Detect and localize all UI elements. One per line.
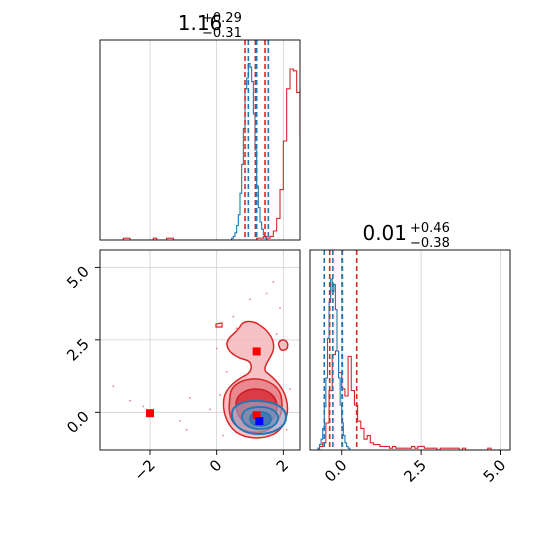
x-ticks: 0.0 2.5 5.0 [321, 450, 509, 486]
y-tick-label: 5.0 [63, 262, 93, 292]
x-tick-label: 5.0 [480, 456, 510, 486]
title-minus: −0.38 [410, 236, 450, 251]
x-tick-label: −2 [130, 456, 158, 484]
sample-point [279, 307, 281, 309]
sample-point [189, 396, 191, 399]
sample-point [142, 405, 145, 408]
quantile-lines [244, 40, 270, 240]
sample-point [225, 370, 228, 373]
panel-frame [99, 39, 301, 241]
marker-red [146, 409, 154, 418]
title-plus: +0.29 [202, 11, 242, 26]
sample-point [289, 388, 291, 391]
grid [341, 250, 501, 450]
sample-point [272, 280, 275, 283]
series-red-histogram [316, 350, 501, 450]
marker-blue [255, 417, 264, 426]
title-value: 1.16 [178, 11, 223, 35]
sample-point [219, 394, 221, 396]
sample-point [222, 434, 225, 437]
y-ticks: 0.0 2.5 5.0 [63, 262, 100, 437]
x-ticks: −2 0 2 [130, 450, 292, 484]
panel-frame [309, 249, 511, 451]
sample-point [232, 315, 235, 318]
sample-points [112, 280, 291, 437]
sample-point [285, 428, 288, 431]
panel-title: 1.16 [178, 11, 223, 35]
sample-point [235, 327, 238, 330]
red-contour-speck [215, 322, 223, 328]
y-tick-label: 0.0 [63, 407, 93, 437]
y-tick-label: 2.5 [63, 335, 93, 365]
hist-panel-param-1: 1.16 +0.29 −0.31 [99, 11, 301, 241]
x-tick-label: 0 [206, 456, 225, 475]
sample-point [185, 428, 188, 431]
title-value: 0.01 [362, 221, 407, 245]
contour-panel: −2 0 2 0.0 2.5 5.0 [63, 249, 301, 484]
marker-red [252, 347, 261, 356]
x-tick-label: 2.5 [400, 456, 430, 486]
panel-frame [99, 249, 301, 451]
series-blue-histogram [316, 278, 352, 450]
sample-point [209, 408, 211, 411]
sample-point [275, 333, 278, 335]
hist-panel-param-2: 0.01 +0.46 −0.38 0.0 2.5 5.0 [309, 221, 511, 486]
x-tick-label: 2 [273, 456, 292, 475]
markers [146, 347, 264, 426]
grid [149, 40, 284, 240]
sample-point [215, 347, 218, 350]
marker-red [252, 411, 261, 420]
title-minus: −0.31 [202, 26, 242, 41]
x-tick-label: 0.0 [321, 456, 351, 486]
series-blue-histogram [230, 63, 269, 240]
sample-point [112, 385, 115, 388]
series-red-histogram [116, 68, 300, 240]
title-plus: +0.46 [410, 221, 450, 236]
sample-point [129, 399, 131, 402]
quantile-lines [323, 250, 358, 450]
red-contour-island [277, 339, 289, 351]
sample-point [265, 292, 268, 295]
sample-point [249, 298, 251, 301]
sample-point [179, 420, 181, 422]
